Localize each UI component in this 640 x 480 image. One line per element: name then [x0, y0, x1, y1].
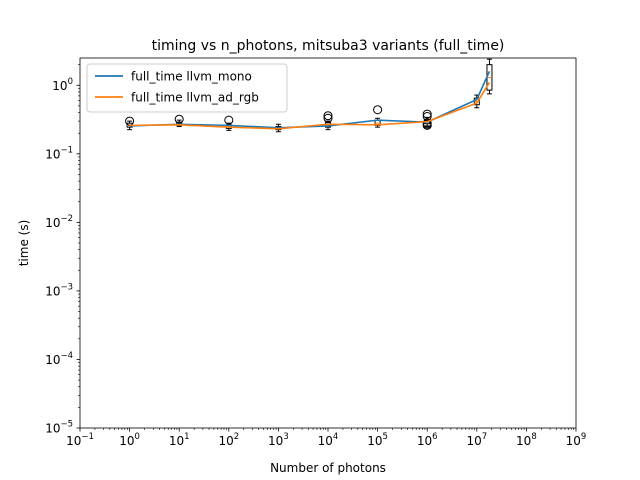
legend-box: [86, 63, 288, 113]
boxplot: [422, 109, 432, 130]
legend-label-llvm-ad-rgb: full_time llvm_ad_rgb: [131, 91, 259, 105]
x-axis-label: Number of photons: [270, 461, 386, 475]
boxplot-outlier: [323, 111, 333, 121]
plot-area: [80, 58, 576, 428]
boxplot-outlier: [373, 105, 383, 115]
chart-title: timing vs n_photons, mitsuba3 variants (…: [152, 38, 505, 54]
boxplot-outlier: [174, 114, 184, 124]
boxplot-outlier: [323, 113, 333, 123]
series-line-llvm-ad-rgb: [129, 82, 491, 130]
legend: full_time llvm_mono full_time llvm_ad_rg…: [86, 63, 288, 113]
legend-label-llvm-mono: full_time llvm_mono: [131, 70, 252, 84]
boxplot-outlier: [224, 115, 234, 125]
series-line-llvm-mono: [129, 70, 491, 129]
boxplot: [373, 105, 383, 128]
y-axis-label: time (s): [17, 220, 31, 267]
plot-frame: [79, 57, 577, 429]
boxplot-outlier: [422, 109, 432, 119]
boxplot-outlier: [422, 112, 432, 122]
series-layer: [129, 70, 491, 130]
boxplot-outlier: [422, 118, 432, 128]
